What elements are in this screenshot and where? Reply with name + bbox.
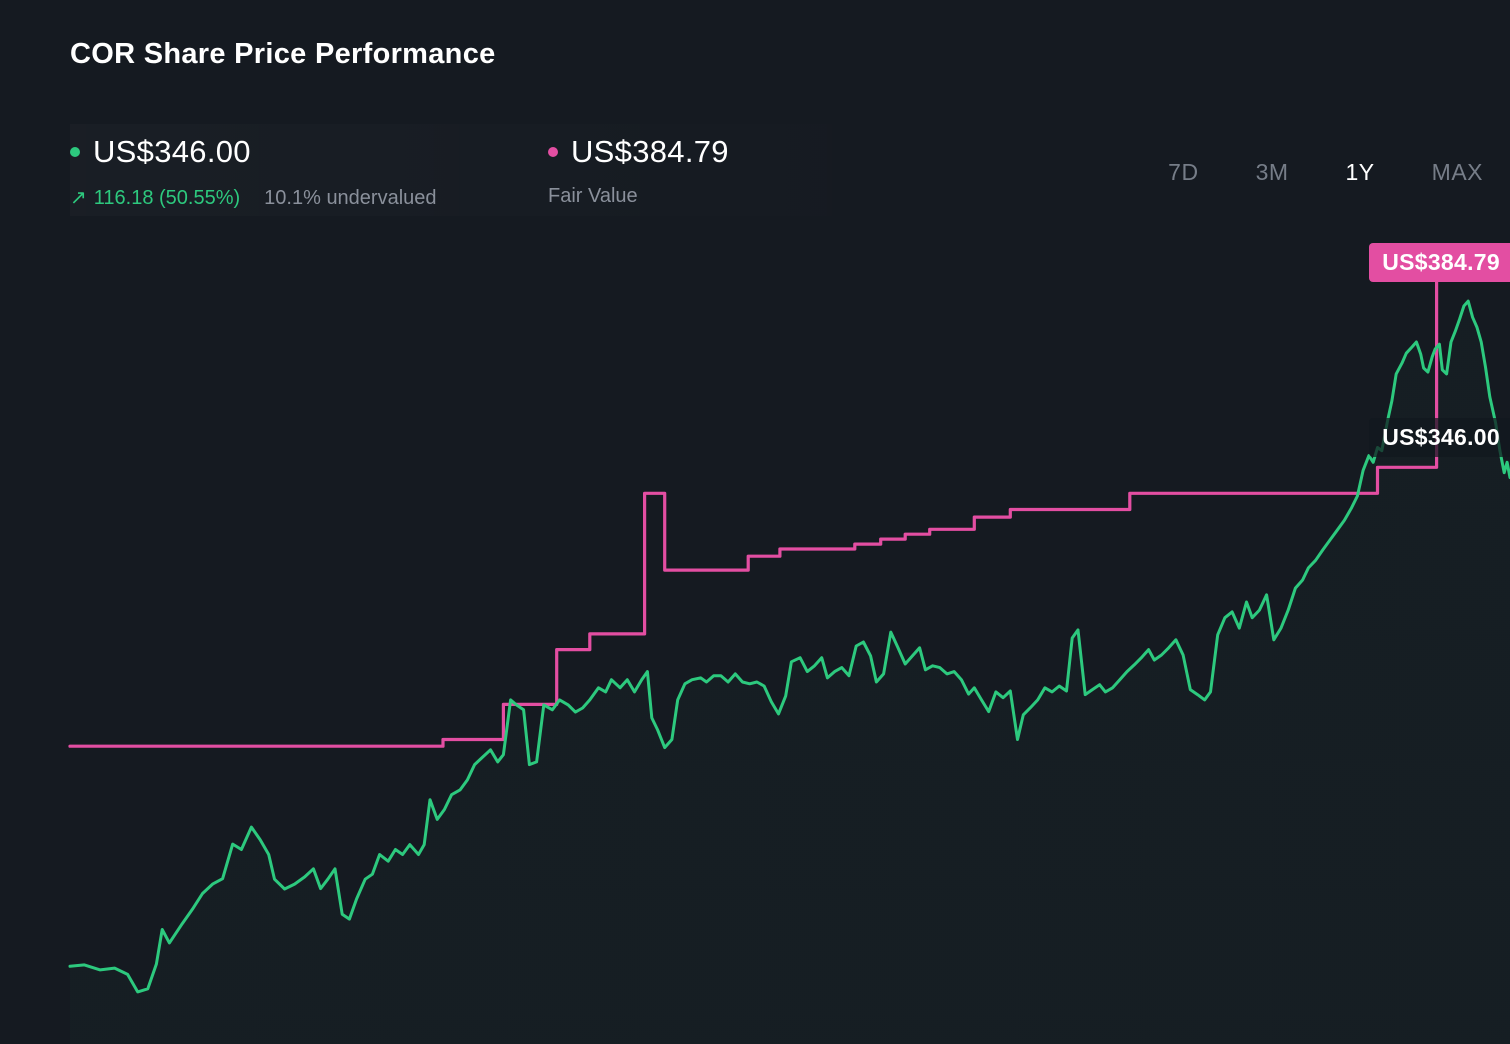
fair-value-amount: US$384.79 (571, 134, 729, 169)
undervalued-note: 10.1% undervalued (264, 187, 437, 209)
range-option-max[interactable]: MAX (1431, 159, 1483, 185)
range-option-7d[interactable]: 7D (1168, 159, 1199, 185)
range-option-1y[interactable]: 1Y (1345, 159, 1375, 185)
share-price-legend-dot-icon (70, 147, 80, 157)
share-price-line (68, 299, 1510, 994)
fair-value-label: Fair Value (548, 185, 638, 207)
fair-value-step-line (68, 261, 1510, 748)
current-price-badge: US$346.00 (1369, 418, 1510, 457)
change-up-arrow-icon: ↗ (70, 187, 87, 209)
range-option-3m[interactable]: 3M (1255, 159, 1289, 185)
page-title: COR Share Price Performance (70, 38, 496, 70)
current-share-price-value: US$346.00 (93, 134, 251, 169)
legend-share-price: US$346.00 ↗ 116.18 (50.55%) 10.1% underv… (70, 134, 437, 210)
legend-fair-value: US$384.79 Fair Value (548, 134, 729, 208)
fair-value-legend-dot-icon (548, 147, 558, 157)
time-range-switcher: 7D 3M 1Y MAX (1168, 159, 1483, 186)
fair-value-badge: US$384.79 (1369, 243, 1510, 282)
price-change-value: 116.18 (50.55%) (93, 187, 241, 209)
price-chart-svg[interactable] (0, 240, 1510, 1044)
legend-backdrop (70, 124, 926, 216)
chart-area[interactable]: US$384.79 US$346.00 (0, 240, 1510, 1044)
